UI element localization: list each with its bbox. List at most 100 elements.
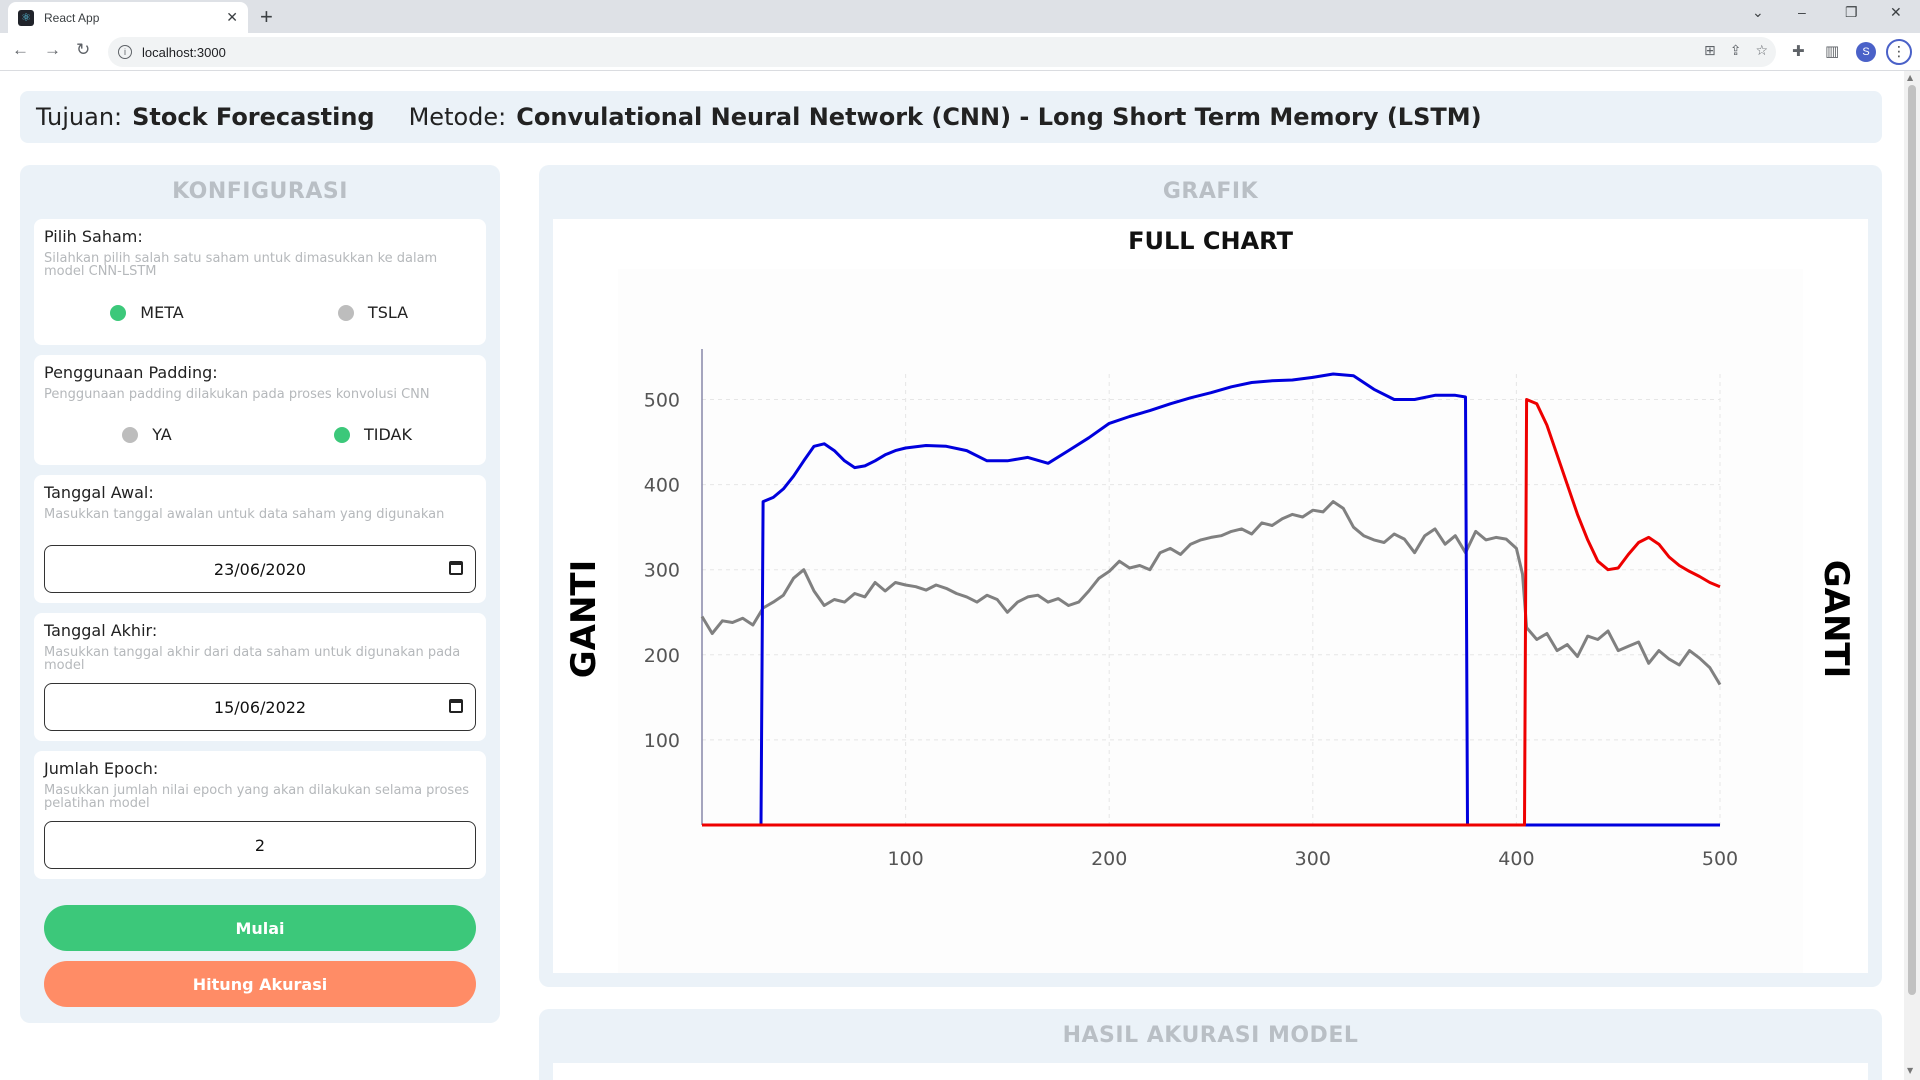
browser-tabstrip: ⚛ React App ✕ + ⌄ – ❐ ✕ [0,0,1920,33]
reload-icon[interactable]: ↻ [76,40,91,59]
y-tick-label: 400 [644,475,680,497]
y-tick-label: 500 [644,390,680,412]
tanggal-awal-desc: Masukkan tanggal awalan untuk data saham… [44,507,445,522]
site-info-icon[interactable]: i [118,45,132,59]
tanggal-akhir-card: Tanggal Akhir: Masukkan tanggal akhir da… [34,613,486,741]
tanggal-awal-value[interactable]: 23/06/2020 [213,559,307,579]
radio-tidak[interactable]: TIDAK [260,425,486,444]
mulai-button[interactable]: Mulai [44,905,476,951]
x-tick-label: 300 [1295,848,1331,870]
react-favicon-icon: ⚛ [18,9,34,26]
page-viewport: Tujuan: Stock Forecasting Metode: Convul… [0,71,1904,1080]
config-title: KONFIGURASI [172,179,348,204]
saham-card: Pilih Saham: Silahkan pilih salah satu s… [34,219,486,345]
padding-radio-group: YA TIDAK [34,425,486,444]
scroll-thumb[interactable] [1908,85,1916,995]
radio-ya-dot[interactable] [122,426,139,443]
y-tick-label: 300 [644,560,680,582]
metode-label: Metode: [408,103,507,131]
metode-value: Convulational Neural Network (CNN) - Lon… [516,103,1482,131]
translate-icon[interactable]: ⊞ [1703,43,1716,59]
radio-tsla[interactable]: TSLA [260,303,486,322]
radio-tsla-dot[interactable] [337,304,354,321]
radio-meta[interactable]: META [34,303,260,322]
radio-tsla-label[interactable]: TSLA [367,303,409,322]
chart-axes [701,349,1720,826]
tujuan-label: Tujuan: [36,103,123,131]
saham-label: Pilih Saham: [44,227,143,246]
radio-meta-dot[interactable] [110,304,127,321]
hasil-content [553,1063,1868,1080]
scroll-down-icon[interactable]: ▼ [1907,1066,1914,1075]
chart-series [700,372,1722,827]
hasil-panel: HASIL AKURASI MODEL [539,1009,1882,1080]
padding-label: Penggunaan Padding: [44,363,218,382]
radio-tidak-dot[interactable] [334,426,351,443]
minimize-icon[interactable]: – [1798,4,1806,20]
x-tick-label: 200 [1091,848,1127,870]
radio-ya[interactable]: YA [34,425,260,444]
y-tick-label: 200 [644,645,680,667]
address-bar[interactable]: i localhost:3000 ⊞ ⇪ ☆ [108,37,1776,67]
series-line-2 [702,398,1721,827]
x-tick-label: 100 [887,848,923,870]
header-bar: Tujuan: Stock Forecasting Metode: Convul… [20,91,1882,143]
calendar-icon[interactable] [449,561,463,575]
radio-tidak-label[interactable]: TIDAK [364,425,412,444]
epoch-label: Jumlah Epoch: [44,759,159,778]
browser-tab[interactable]: ⚛ React App ✕ [8,2,248,33]
padding-desc: Penggunaan padding dilakukan pada proses… [44,387,430,402]
saham-desc: Silahkan pilih salah satu saham untuk di… [44,251,438,279]
x-tick-label: 400 [1498,848,1534,870]
tanggal-akhir-desc: Masukkan tanggal akhir dari data saham u… [44,645,461,673]
tanggal-awal-label: Tanggal Awal: [44,483,154,502]
share-icon[interactable]: ⇪ [1729,43,1742,59]
epoch-desc: Masukkan jumlah nilai epoch yang akan di… [44,783,469,811]
tanggal-awal-card: Tanggal Awal: Masukkan tanggal awalan un… [34,475,486,603]
forward-icon[interactable]: → [44,40,61,59]
tab-close-icon[interactable]: ✕ [226,9,238,26]
page-scrollbar[interactable]: ▲ ▼ [1904,71,1920,1080]
tanggal-akhir-label: Tanggal Akhir: [44,621,158,640]
chart-grid [702,374,1721,825]
url-text[interactable]: localhost:3000 [142,44,226,60]
window-close-icon[interactable]: ✕ [1890,4,1902,20]
tanggal-akhir-value[interactable]: 15/06/2022 [213,697,307,717]
back-icon[interactable]: ← [12,40,29,59]
side-panel-icon[interactable]: ▥ [1825,42,1840,60]
grafik-title: GRAFIK [1162,179,1259,204]
radio-ya-label[interactable]: YA [152,425,172,444]
chart-plot-background [618,269,1803,973]
tanggal-awal-input[interactable]: 23/06/2020 [44,545,476,593]
browser-menu-icon[interactable]: ⋮ [1886,39,1912,65]
full-chart: 100 200 300 400 500 100 200 300 400 500 GANTI GAN… [564,349,1856,870]
tanggal-akhir-input[interactable]: 15/06/2022 [44,683,476,731]
series-line-1 [702,372,1720,827]
config-panel: KONFIGURASI Pilih Saham: Silahkan pilih … [20,165,500,1023]
tujuan-value: Stock Forecasting [132,103,375,131]
saham-radio-group: META TSLA [34,303,486,322]
tab-search-icon[interactable]: ⌄ [1752,4,1764,20]
chart-title: FULL CHART [1128,227,1293,255]
hasil-title: HASIL AKURASI MODEL [1062,1023,1359,1048]
epoch-input[interactable]: 2 [44,821,476,869]
radio-meta-label[interactable]: META [140,303,184,322]
extensions-icon[interactable]: ✚ [1792,42,1805,60]
y-axis-label-right: GANTI [1816,560,1856,679]
epoch-value[interactable]: 2 [254,835,266,855]
profile-avatar[interactable]: S [1856,42,1876,62]
bookmark-star-icon[interactable]: ☆ [1755,43,1768,59]
padding-card: Penggunaan Padding: Penggunaan padding d… [34,355,486,465]
hitung-akurasi-button[interactable]: Hitung Akurasi [44,961,476,1007]
chart-container: FULL CHART 100 200 300 400 500 100 200 300 400 50… [553,219,1868,973]
browser-toolbar: ← → ↻ i localhost:3000 ⊞ ⇪ ☆ ✚ ▥ S ⋮ [0,33,1920,71]
restore-icon[interactable]: ❐ [1845,4,1858,20]
epoch-card: Jumlah Epoch: Masukkan jumlah nilai epoc… [34,751,486,879]
scroll-up-icon[interactable]: ▲ [1907,73,1914,82]
series-line-0 [700,500,1722,686]
chart-ticks: 100 200 300 400 500 100 200 300 400 500 [644,390,1738,870]
x-tick-label: 500 [1702,848,1738,870]
new-tab-button[interactable]: + [260,4,273,29]
calendar-icon[interactable] [449,699,463,713]
y-tick-label: 100 [644,730,680,752]
